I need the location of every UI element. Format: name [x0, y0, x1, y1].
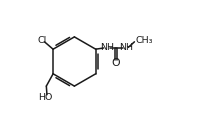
Text: NH: NH	[100, 43, 114, 53]
Text: CH₃: CH₃	[136, 36, 153, 45]
Text: HO: HO	[38, 93, 52, 102]
Text: NH: NH	[119, 43, 133, 53]
Text: Cl: Cl	[37, 36, 47, 45]
Text: O: O	[112, 58, 120, 68]
